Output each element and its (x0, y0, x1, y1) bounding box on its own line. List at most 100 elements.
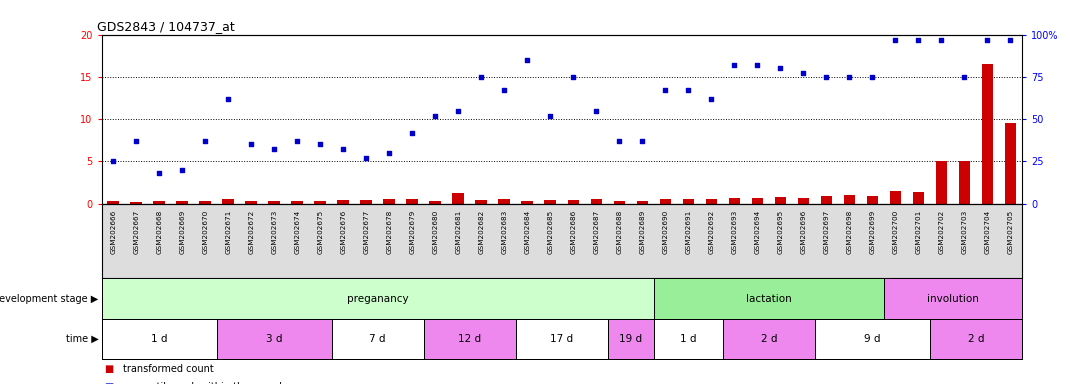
Point (403, 129, 421, 136)
Text: GSM202690: GSM202690 (662, 210, 669, 254)
Point (956, 74, 973, 80)
Point (335, 146, 352, 152)
Point (795, 70, 812, 76)
Bar (608, 319, 654, 359)
Text: GSM202705: GSM202705 (1007, 210, 1013, 254)
Point (933, 36, 950, 43)
Point (541, 113, 559, 119)
Bar (959, 161, 970, 204)
Text: development stage ▶: development stage ▶ (0, 293, 98, 304)
Text: GSM202692: GSM202692 (708, 210, 715, 254)
Bar (815, 319, 930, 359)
Bar (654, 278, 884, 319)
Bar (291, 201, 303, 204)
Bar (102, 278, 654, 319)
Point (151, 170, 168, 176)
Bar (843, 195, 855, 204)
Bar (654, 319, 723, 359)
Text: 2 d: 2 d (967, 334, 984, 344)
Text: GSM202667: GSM202667 (133, 210, 139, 254)
Text: GSM202679: GSM202679 (409, 210, 415, 254)
Bar (107, 201, 119, 204)
Text: GSM202704: GSM202704 (984, 210, 991, 254)
Bar (453, 194, 464, 204)
Text: GSM202666: GSM202666 (110, 210, 117, 254)
Bar (337, 200, 349, 204)
Bar (867, 196, 878, 204)
Point (817, 74, 835, 80)
Bar (131, 202, 142, 204)
Point (910, 36, 927, 43)
Point (771, 65, 789, 71)
Bar (613, 201, 625, 204)
Text: GSM202678: GSM202678 (386, 210, 393, 254)
Point (679, 87, 697, 93)
Point (173, 167, 190, 173)
Bar (424, 319, 516, 359)
Point (219, 96, 236, 102)
Bar (821, 196, 832, 204)
Point (105, 158, 122, 164)
Bar (361, 200, 372, 204)
Bar (930, 319, 1022, 359)
Point (887, 36, 904, 43)
Bar (223, 199, 234, 204)
Bar (637, 201, 648, 204)
Point (703, 96, 720, 102)
Text: GSM202668: GSM202668 (156, 210, 163, 254)
Text: GSM202683: GSM202683 (501, 210, 507, 254)
Text: GSM202673: GSM202673 (271, 210, 277, 254)
Bar (499, 199, 510, 204)
Text: 19 d: 19 d (620, 334, 642, 344)
Bar (705, 199, 717, 204)
Point (841, 74, 858, 80)
Text: preganancy: preganancy (347, 293, 409, 304)
Bar (751, 198, 763, 204)
Point (1002, 36, 1019, 43)
Text: GSM202677: GSM202677 (363, 210, 369, 254)
Text: GSM202694: GSM202694 (754, 210, 761, 254)
Text: GSM202675: GSM202675 (317, 210, 323, 254)
Bar (889, 191, 901, 204)
Point (633, 138, 651, 144)
Point (289, 138, 306, 144)
Text: ■: ■ (104, 382, 113, 384)
Bar (1005, 123, 1016, 204)
Point (725, 62, 743, 68)
Text: GSM202691: GSM202691 (685, 210, 691, 254)
Bar (516, 319, 608, 359)
Bar (729, 198, 740, 204)
Text: GSM202671: GSM202671 (225, 210, 231, 254)
Bar (177, 201, 188, 204)
Text: GSM202681: GSM202681 (455, 210, 461, 254)
Bar (981, 64, 993, 204)
Text: GSM202684: GSM202684 (524, 210, 531, 254)
Text: 1 d: 1 d (151, 334, 167, 344)
Point (587, 108, 605, 114)
Point (565, 74, 582, 80)
Text: GSM202695: GSM202695 (777, 210, 783, 254)
Bar (102, 319, 216, 359)
Point (265, 146, 282, 152)
Bar (216, 319, 332, 359)
Text: involution: involution (927, 293, 979, 304)
Text: GSM202699: GSM202699 (869, 210, 875, 254)
Point (381, 150, 398, 156)
Text: GDS2843 / 104737_at: GDS2843 / 104737_at (97, 20, 234, 33)
Bar (315, 201, 326, 204)
Bar (332, 319, 424, 359)
Text: 17 d: 17 d (550, 334, 574, 344)
Point (495, 87, 513, 93)
Bar (723, 319, 815, 359)
Text: GSM202689: GSM202689 (639, 210, 645, 254)
Text: 3 d: 3 d (266, 334, 282, 344)
Point (657, 87, 674, 93)
Point (243, 141, 260, 147)
Text: GSM202702: GSM202702 (938, 210, 945, 254)
Point (357, 155, 374, 161)
Point (197, 138, 214, 144)
Text: time ▶: time ▶ (65, 334, 98, 344)
Text: GSM202688: GSM202688 (616, 210, 623, 254)
Text: 1 d: 1 d (681, 334, 697, 344)
Bar (245, 201, 257, 204)
